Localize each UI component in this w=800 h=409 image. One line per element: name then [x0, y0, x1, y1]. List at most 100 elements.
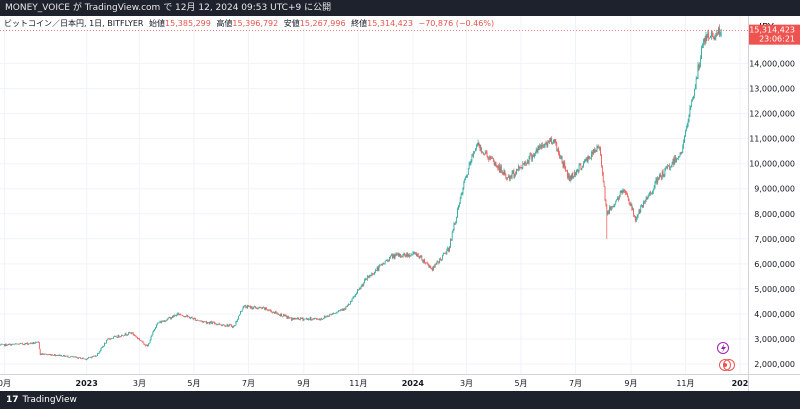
candle-body: [281, 313, 282, 317]
candle-body: [401, 255, 403, 257]
candle-body: [251, 306, 253, 309]
candle-body: [73, 356, 75, 358]
candle-body: [412, 252, 414, 256]
candle-body: [363, 283, 365, 286]
high-label: 高値: [216, 19, 233, 28]
publish-caption: MONEY_VOICE が TradingView.com で 12月 12, …: [0, 0, 800, 16]
candle-body: [444, 252, 446, 254]
candle-body: [565, 167, 567, 171]
candle-body: [720, 29, 722, 35]
candlestick-chart[interactable]: JPY2,000,0003,000,0004,000,0005,000,0006…: [0, 16, 800, 391]
candle-body: [461, 193, 463, 195]
candle-body: [516, 169, 517, 175]
candle-body: [432, 268, 433, 271]
candle-body: [334, 313, 336, 315]
candle-body: [3, 344, 4, 345]
lightning-icon[interactable]: [717, 342, 729, 354]
candle-body: [399, 253, 400, 257]
candle-body: [455, 221, 457, 225]
candle-body: [261, 307, 263, 309]
candle-body: [419, 257, 421, 259]
candle-body: [16, 343, 18, 345]
candle-body: [86, 358, 88, 360]
candle-body: [353, 296, 355, 298]
candle-body: [286, 316, 288, 319]
low-label: 安値: [283, 19, 300, 28]
candle-body: [74, 356, 76, 358]
candle-body: [636, 216, 638, 219]
candle-body: [492, 158, 494, 162]
candle-body: [528, 156, 530, 163]
candle-body: [711, 31, 713, 34]
close-value: 15,314,423: [367, 19, 413, 28]
candle-body: [534, 153, 535, 157]
candle-body: [693, 96, 694, 100]
candle-body: [377, 267, 379, 271]
candle-body: [264, 307, 265, 310]
candle-body: [408, 254, 410, 257]
candle-body: [395, 254, 397, 256]
candle-body: [473, 152, 474, 156]
candle-body: [397, 253, 399, 255]
candle-body: [549, 140, 550, 142]
candle-body: [509, 176, 510, 180]
candle-body: [315, 318, 316, 319]
candle-body: [80, 358, 82, 360]
candle-body: [155, 327, 156, 329]
candle-body: [464, 178, 466, 183]
candle-body: [92, 356, 94, 357]
candle-body: [374, 270, 376, 273]
candle-body: [609, 207, 610, 214]
candle-body: [123, 335, 125, 337]
candle-body: [169, 317, 171, 318]
candle-body: [610, 207, 611, 211]
candle-body: [393, 254, 395, 259]
candle-body: [570, 176, 572, 179]
candle-body: [175, 315, 177, 317]
x-tick-label: 11月: [676, 379, 694, 388]
candle-body: [578, 164, 580, 172]
candle-body: [37, 341, 38, 343]
candle-body: [484, 153, 485, 155]
candle-body: [403, 253, 405, 255]
candle-body: [341, 309, 342, 311]
candle-body: [41, 353, 43, 355]
candle-body: [592, 151, 593, 155]
candle-body: [498, 165, 500, 169]
chart-area[interactable]: JPY2,000,0003,000,0004,000,0005,000,0006…: [0, 16, 800, 391]
candle-body: [194, 318, 196, 319]
candle-body: [702, 45, 703, 49]
candle-body: [215, 323, 216, 325]
candle-body: [673, 158, 675, 165]
candle-body: [657, 178, 659, 184]
candle-body: [706, 35, 708, 38]
candle-body: [689, 107, 691, 116]
candle-body: [296, 318, 298, 320]
candle-body: [167, 318, 169, 320]
price-axis-panel[interactable]: [748, 16, 800, 391]
candle-body: [335, 312, 337, 314]
candle-body: [0, 344, 2, 346]
candle-body: [681, 152, 683, 154]
candle-body: [66, 355, 68, 357]
candle-body: [349, 301, 351, 305]
candle-body: [711, 31, 712, 37]
candle-body: [449, 247, 450, 252]
candle-body: [38, 341, 39, 343]
candle-body: [160, 321, 162, 323]
candle-body: [487, 155, 489, 159]
candle-body: [526, 163, 527, 165]
candle-body: [672, 158, 674, 165]
candle-body: [2, 344, 4, 345]
target-icon[interactable]: [719, 359, 735, 371]
candle-body: [100, 348, 102, 351]
candle-body: [82, 358, 84, 359]
candle-body: [679, 152, 681, 157]
candle-body: [295, 318, 297, 320]
brand-name: TradingView: [22, 395, 77, 405]
candle-body: [535, 149, 537, 153]
candle-body: [237, 319, 239, 322]
candle-body: [710, 36, 711, 38]
candle-body: [329, 314, 331, 317]
x-tick-label: 7月: [569, 379, 582, 388]
